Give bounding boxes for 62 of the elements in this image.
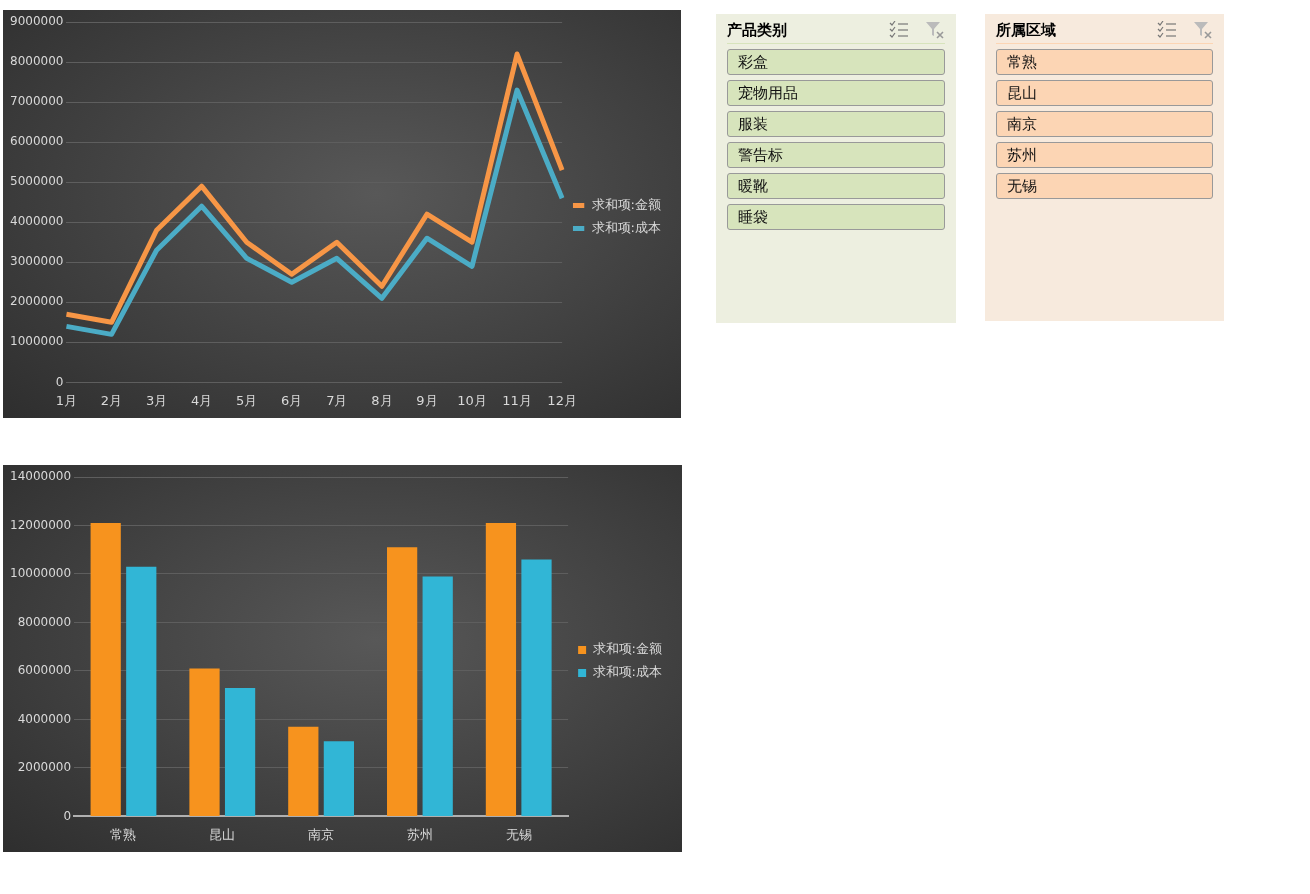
x-tick-label: 5月 — [236, 392, 258, 408]
bar — [90, 523, 121, 816]
category-label: 无锡 — [996, 173, 1213, 199]
bar — [189, 668, 220, 816]
bar — [422, 576, 453, 816]
x-tick-label: 6月 — [281, 392, 303, 408]
y-tick-label: 5000000 — [9, 174, 64, 189]
category-label: 昆山 — [996, 80, 1213, 106]
y-tick-label: 7000000 — [9, 94, 64, 109]
y-tick-label: 12000000 — [10, 517, 72, 532]
x-tick-label: 12月 — [547, 392, 577, 408]
x-tick-label: 3月 — [145, 392, 168, 408]
y-tick-label: 6000000 — [17, 663, 72, 678]
y-tick-label: 2000000 — [9, 294, 64, 309]
x-tick-label: 11月 — [502, 392, 532, 408]
legend-label: 求和项:成本 — [592, 664, 663, 680]
x-tick-label: 10月 — [457, 392, 487, 408]
bar — [387, 547, 418, 816]
y-tick-label: 4000000 — [17, 711, 72, 726]
x-tick-label: 4月 — [190, 392, 213, 408]
x-tick-label: 无锡 — [505, 826, 532, 842]
y-tick-label: 0 — [55, 374, 64, 389]
y-tick-label: 14000000 — [10, 469, 72, 484]
text: 产品类别 — [727, 20, 788, 40]
x-tick-label: 南京 — [308, 826, 335, 842]
legend-label: 求和项:成本 — [591, 219, 662, 235]
category-label: 宠物用品 — [727, 80, 945, 106]
bar — [485, 523, 517, 816]
x-tick-label: 2月 — [100, 392, 123, 408]
x-tick-label: 苏州 — [406, 826, 433, 842]
category-label: 南京 — [996, 111, 1213, 137]
x-tick-label: 8月 — [371, 392, 393, 408]
legend-label: 求和项:金额 — [591, 196, 662, 212]
x-tick-label: 常熟 — [110, 826, 137, 842]
category-label: 苏州 — [996, 142, 1213, 168]
y-tick-label: 10000000 — [10, 566, 72, 581]
y-tick-label: 0 — [63, 808, 72, 823]
category-label: 睡袋 — [727, 204, 945, 230]
x-tick-label: 7月 — [326, 392, 348, 408]
y-tick-label: 2000000 — [17, 760, 72, 775]
bar — [288, 726, 319, 816]
category-label: 暖靴 — [727, 173, 945, 199]
y-tick-label: 8000000 — [17, 614, 72, 629]
category-label: 警告标 — [727, 142, 945, 168]
y-tick-label: 6000000 — [9, 134, 64, 149]
y-tick-label: 1000000 — [9, 334, 64, 349]
y-tick-label: 8000000 — [9, 54, 64, 69]
x-tick-label: 1月 — [55, 392, 78, 408]
y-tick-label: 4000000 — [9, 214, 64, 229]
y-tick-label: 3000000 — [9, 254, 64, 269]
legend-label: 求和项:金额 — [592, 641, 663, 657]
bar — [521, 559, 552, 816]
text: 所属区域 — [996, 20, 1057, 40]
bar — [126, 566, 157, 816]
category-label: 服装 — [727, 111, 945, 137]
category-label: 彩盒 — [727, 49, 945, 75]
bar — [224, 687, 256, 816]
y-tick-label: 9000000 — [9, 14, 64, 29]
x-tick-label: 9月 — [416, 392, 438, 408]
category-label: 常熟 — [996, 49, 1213, 75]
x-tick-label: 昆山 — [209, 826, 236, 842]
bar — [323, 741, 354, 816]
